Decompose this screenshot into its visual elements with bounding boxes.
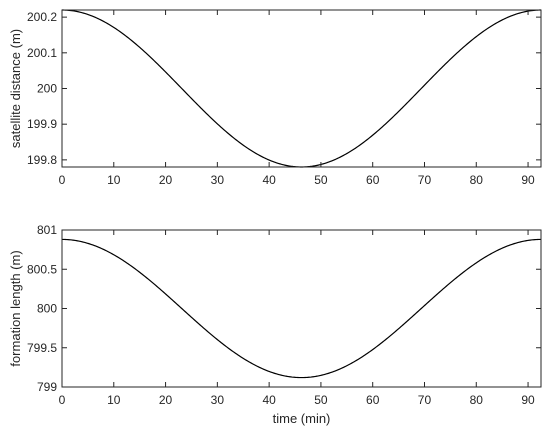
x-tick-label: 90	[521, 173, 535, 187]
y-tick-label: 800	[37, 302, 57, 316]
formation-length-plot: 0 10 20 30 40 50 60 70 80 90 799 799.5 800 800.5 801 fo…	[8, 223, 542, 426]
plot-frame	[61, 229, 542, 388]
satellite-distance-plot: 0 10 20 30 40 50 60 70 80 90 199.8 199.9 200 200.1 200…	[8, 9, 542, 187]
x-tick-label: 20	[159, 173, 173, 187]
x-tick-label: 60	[366, 393, 380, 407]
x-tick-label: 30	[211, 393, 225, 407]
x-tick-label: 90	[521, 393, 535, 407]
y-tick-label: 799.5	[27, 341, 57, 355]
series-line-0	[61, 9, 542, 168]
x-tick-label: 30	[211, 173, 225, 187]
x-tick-label: 0	[59, 393, 66, 407]
x-tick-label: 50	[314, 393, 328, 407]
y-axis-label: formation length (m)	[8, 250, 23, 366]
y-tick-label: 200	[37, 82, 57, 96]
y-tick-label: 199.9	[27, 117, 57, 131]
y-axis-label: satellite distance (m)	[8, 29, 23, 148]
x-tick-label: 40	[262, 173, 276, 187]
y-tick-label: 200.2	[27, 10, 57, 24]
y-tick-label: 199.8	[27, 153, 57, 167]
y-tick-label: 200.1	[27, 46, 57, 60]
y-tick-label: 801	[37, 223, 57, 237]
x-tick-label: 80	[470, 173, 484, 187]
x-tick-label: 60	[366, 173, 380, 187]
x-tick-label: 70	[418, 393, 432, 407]
y-tick-label: 800.5	[27, 262, 57, 276]
x-tick-label: 70	[418, 173, 432, 187]
x-tick-label: 80	[470, 393, 484, 407]
x-tick-label: 40	[262, 393, 276, 407]
x-tick-label: 20	[159, 393, 173, 407]
series-line-0	[61, 238, 542, 379]
x-tick-label: 50	[314, 173, 328, 187]
x-tick-label: 10	[107, 173, 121, 187]
plot-frame	[61, 9, 542, 168]
x-tick-label: 0	[59, 173, 66, 187]
x-tick-label: 10	[107, 393, 121, 407]
y-tick-label: 799	[37, 380, 57, 394]
x-axis-label: time (min)	[273, 411, 331, 426]
